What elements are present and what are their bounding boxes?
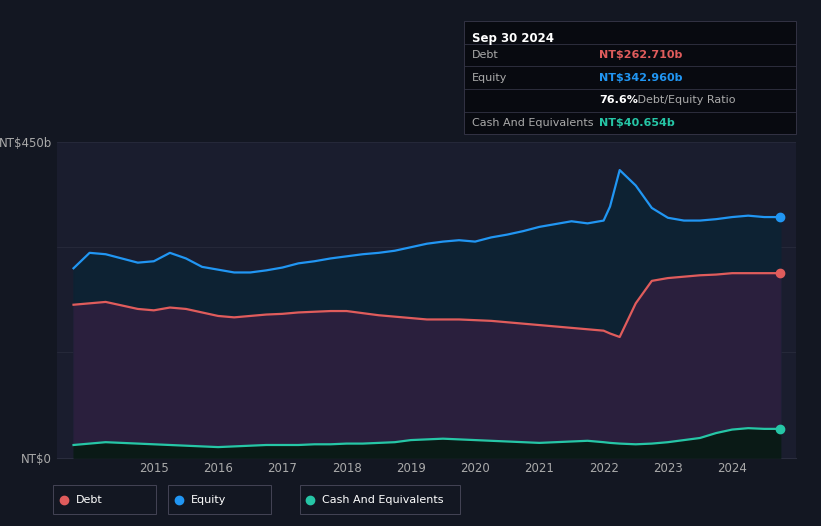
Text: Equity: Equity (190, 494, 226, 505)
Text: NT$262.710b: NT$262.710b (599, 50, 683, 60)
Text: 76.6%: 76.6% (599, 95, 638, 105)
Text: Debt: Debt (472, 50, 499, 60)
Text: Sep 30 2024: Sep 30 2024 (472, 32, 554, 45)
Text: Cash And Equivalents: Cash And Equivalents (472, 118, 594, 128)
Text: Debt/Equity Ratio: Debt/Equity Ratio (634, 95, 736, 105)
Text: Debt: Debt (76, 494, 103, 505)
Text: NT$342.960b: NT$342.960b (599, 73, 683, 83)
Text: Equity: Equity (472, 73, 507, 83)
Text: NT$40.654b: NT$40.654b (599, 118, 675, 128)
Text: Cash And Equivalents: Cash And Equivalents (322, 494, 443, 505)
